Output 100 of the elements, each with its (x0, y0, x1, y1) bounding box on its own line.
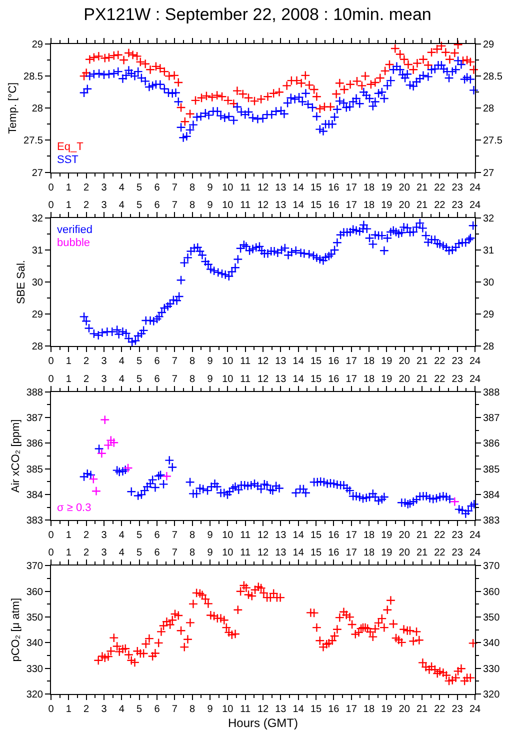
y-axis-title: SBE Sal. (16, 260, 28, 304)
y2-tick-label: 27 (483, 168, 495, 179)
x-tick-label: 3 (101, 200, 108, 211)
x-tick-label: 11 (240, 200, 251, 211)
y2-tick-label: 330 (483, 664, 500, 675)
x2-tick-label: 14 (292, 356, 304, 368)
x-tick-label: 20 (398, 182, 410, 194)
x-tick-label: 20 (398, 200, 410, 211)
y-tick-label: 384 (26, 490, 44, 501)
series-label: σ ≥ 0.3 (57, 502, 92, 514)
y2-tick-label: 340 (483, 638, 500, 650)
point (109, 438, 119, 448)
x2-tick-label: 13 (275, 704, 287, 715)
x-tick-label: 12 (257, 200, 269, 211)
x2-tick-label: 13 (275, 356, 287, 368)
x-tick-label: 13 (275, 182, 287, 194)
x-tick-label: 8 (190, 200, 196, 211)
x2-tick-label: 18 (363, 704, 375, 715)
x-tick-label: 21 (416, 374, 428, 385)
y-tick-label: 386 (26, 438, 44, 450)
x2-tick-label: 6 (154, 704, 160, 715)
x-tick-label: 2 (84, 200, 90, 211)
x2-tick-label: 1 (66, 530, 72, 542)
x2-tick-label: 23 (452, 704, 464, 715)
x2-tick-label: 24 (469, 704, 481, 715)
x2-tick-label: 7 (172, 530, 178, 542)
x-tick-label: 7 (172, 548, 178, 559)
x-tick-label: 8 (190, 548, 196, 559)
x-tick-label: 24 (469, 548, 481, 559)
x2-tick-label: 0 (48, 530, 54, 542)
x-tick-label: 5 (136, 200, 143, 211)
x2-tick-label: 20 (398, 704, 410, 715)
x-tick-label: 3 (101, 182, 108, 194)
point (91, 486, 102, 496)
y2-tick-label: 350 (483, 612, 500, 624)
x2-tick-label: 12 (257, 530, 269, 542)
x-tick-label: 22 (434, 374, 446, 385)
point (103, 440, 114, 450)
x2-tick-label: 8 (190, 704, 196, 715)
x-tick-label: 24 (469, 182, 481, 194)
x-tick-label: 2 (84, 548, 90, 559)
x-tick-label: 24 (469, 374, 481, 385)
x-tick-label: 19 (381, 200, 393, 211)
y-axis-title: pCO₂ [μ atm] (10, 598, 22, 662)
point (450, 496, 460, 506)
x2-tick-label: 2 (84, 356, 90, 368)
x2-tick-label: 11 (240, 704, 251, 715)
x-tick-label: 17 (346, 182, 358, 194)
x-tick-label: 0 (48, 374, 54, 385)
x-tick-label: 8 (190, 374, 196, 385)
x-tick-label: 23 (452, 200, 464, 211)
x2-tick-label: 21 (416, 530, 428, 542)
x-tick-label: 2 (84, 182, 90, 194)
x2-tick-label: 22 (434, 530, 446, 542)
x-tick-label: 15 (310, 182, 322, 194)
y-tick-label: 360 (26, 586, 44, 598)
y2-tick-label: 28.5 (483, 72, 503, 83)
x2-tick-label: 16 (328, 704, 340, 715)
x2-tick-label: 9 (207, 530, 214, 542)
x-tick-label: 6 (154, 374, 160, 385)
x-tick-label: 18 (363, 182, 375, 194)
x-tick-label: 1 (66, 374, 72, 385)
x-tick-label: 0 (48, 200, 54, 211)
y2-tick-label: 360 (483, 586, 500, 598)
x-tick-label: 22 (434, 182, 446, 194)
x2-tick-label: 7 (172, 704, 178, 715)
x2-tick-label: 9 (207, 356, 214, 368)
x-tick-label: 5 (136, 548, 143, 559)
x2-tick-label: 21 (416, 704, 428, 715)
x-tick-label: 4 (118, 200, 125, 211)
x-tick-label: 18 (363, 200, 375, 211)
x2-tick-label: 11 (240, 356, 251, 368)
y2-tick-label: 388 (483, 387, 500, 398)
x2-tick-label: 14 (292, 530, 304, 542)
x-tick-label: 17 (346, 374, 358, 385)
y-tick-label: 29 (32, 40, 44, 50)
x2-tick-label: 15 (310, 356, 322, 368)
x-tick-label: 7 (172, 200, 178, 211)
x2-tick-label: 6 (154, 356, 160, 368)
legend-label: bubble (57, 237, 90, 249)
x-tick-label: 21 (416, 182, 428, 194)
x2-tick-label: 20 (398, 356, 410, 368)
x2-tick-label: 5 (136, 356, 143, 368)
y-tick-label: 340 (26, 638, 44, 650)
x-tick-label: 2 (84, 374, 90, 385)
x-tick-label: 0 (48, 548, 54, 559)
x2-tick-label: 8 (190, 530, 196, 542)
x-tick-label: 11 (240, 182, 251, 194)
text: Eq_T (57, 141, 84, 153)
x2-tick-label: 18 (363, 530, 375, 542)
x2-tick-label: 9 (207, 704, 214, 715)
x2-tick-label: 7 (172, 356, 178, 368)
x2-tick-label: 12 (257, 356, 269, 368)
x-tick-label: 23 (452, 182, 464, 194)
y-tick-label: 383 (26, 516, 44, 527)
y2-tick-label: 29 (483, 310, 495, 321)
y-tick-label: 29 (32, 310, 44, 321)
x-axis-title: Hours (GMT) (228, 716, 298, 730)
y2-tick-label: 320 (483, 689, 500, 700)
x-tick-label: 11 (240, 374, 251, 385)
